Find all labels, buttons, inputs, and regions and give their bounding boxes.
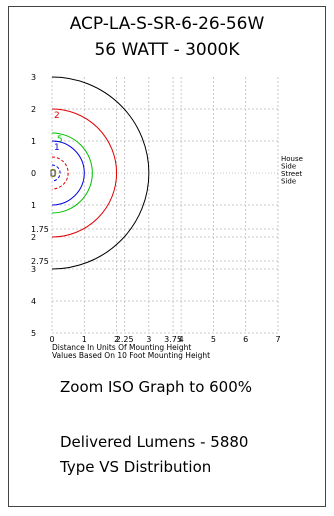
y-tick-label: 3 [31, 265, 36, 274]
iso-contour [51, 164, 61, 182]
iso-contour [51, 156, 69, 190]
x-tick-label: 3 [146, 335, 151, 344]
iso-contour [51, 140, 85, 206]
y-tick-label: 5 [31, 329, 36, 338]
x-tick-label: 1 [82, 335, 87, 344]
contour-label: .5 [54, 135, 63, 145]
luminaire-marker [50, 169, 56, 177]
x-tick-label: 2.25 [116, 335, 134, 344]
y-tick-label: 2 [31, 233, 36, 242]
product-code-title: ACP-LA-S-SR-6-26-56W [69, 14, 265, 34]
y-tick-label: 2.75 [31, 257, 49, 266]
y-tick-label: 1.75 [31, 225, 49, 234]
x-tick-label: 6 [243, 335, 248, 344]
iso-contour [51, 168, 57, 178]
chart-ticks: 0 1 22.25 3 3.754 5 6 7321011.7522.75345HouseSi… [31, 73, 303, 344]
page-frame [8, 6, 326, 507]
y-tick-label: 3 [31, 73, 36, 82]
side-label: Side [281, 178, 296, 186]
chart-contours: 2.51 [50, 76, 150, 270]
contour-label: 2 [54, 111, 60, 121]
wattage-cct-title: 56 WATT - 3000K [94, 40, 240, 60]
chart-subtitle: Values Based On 10 Foot Mounting Height [52, 351, 210, 360]
iso-contour [51, 76, 150, 270]
iso-contour [51, 108, 117, 238]
distribution-type: Type VS Distribution [60, 458, 212, 476]
y-tick-label: 0 [31, 169, 36, 178]
x-tick-label: 7 [275, 335, 280, 344]
chart-grid [51, 77, 279, 334]
chart-labels: Distance In Units Of Mounting Height Val… [52, 343, 210, 360]
contour-label: 1 [54, 143, 60, 153]
side-label: Street [281, 170, 303, 178]
delivered-lumens: Delivered Lumens - 5880 [60, 433, 249, 451]
zoom-note: Zoom ISO Graph to 600% [60, 378, 253, 396]
y-tick-label: 4 [31, 297, 36, 306]
y-tick-label: 1 [31, 137, 36, 146]
x-tick-label: 2 [114, 335, 119, 344]
x-tick-label: 0 [49, 335, 54, 344]
y-tick-label: 1 [31, 201, 36, 210]
side-label: House [281, 155, 303, 163]
x-tick-label: 5 [211, 335, 216, 344]
x-tick-label: 4 [179, 335, 184, 344]
y-tick-label: 2 [31, 105, 36, 114]
x-axis-label: Distance In Units Of Mounting Height [52, 343, 191, 352]
x-tick-label: 3.75 [164, 335, 182, 344]
iso-contour [51, 132, 93, 214]
side-label: Side [281, 163, 296, 171]
